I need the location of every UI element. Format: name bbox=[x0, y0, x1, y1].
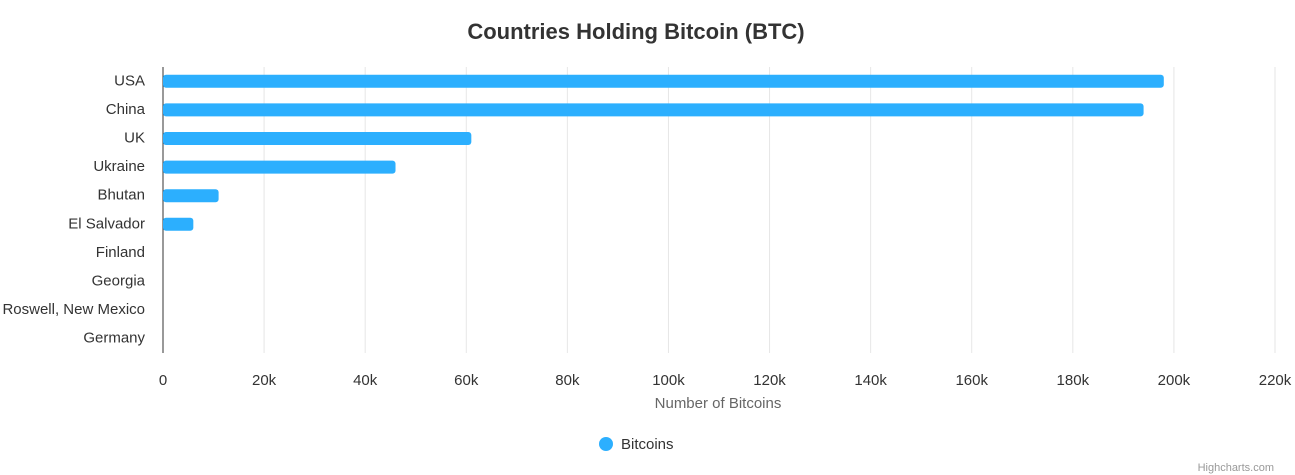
y-tick-label: Bhutan bbox=[97, 187, 145, 204]
credits: Highcharts.com bbox=[1198, 462, 1274, 474]
y-tick-label: UK bbox=[124, 129, 145, 146]
y-tick-label: El Salvador bbox=[68, 215, 145, 232]
y-tick-label: Finland bbox=[96, 244, 145, 261]
bar bbox=[163, 217, 194, 231]
legend-label[interactable]: Bitcoins bbox=[621, 436, 674, 453]
x-tick-label: 80k bbox=[555, 372, 580, 389]
y-tick-label: China bbox=[106, 101, 146, 118]
legend-marker bbox=[599, 437, 613, 451]
x-axis-title: Number of Bitcoins bbox=[655, 395, 782, 412]
bar bbox=[163, 103, 1144, 117]
x-tick-label: 180k bbox=[1057, 372, 1090, 389]
x-tick-label: 0 bbox=[159, 372, 167, 389]
x-tick-label: 100k bbox=[652, 372, 685, 389]
x-tick-label: 40k bbox=[353, 372, 378, 389]
bar bbox=[163, 189, 219, 203]
x-tick-label: 220k bbox=[1259, 372, 1292, 389]
chart-title: Countries Holding Bitcoin (BTC) bbox=[467, 19, 804, 44]
y-tick-label: Ukraine bbox=[93, 158, 145, 175]
x-tick-label: 20k bbox=[252, 372, 277, 389]
x-tick-label: 160k bbox=[955, 372, 988, 389]
x-tick-label: 120k bbox=[753, 372, 786, 389]
y-tick-label: Roswell, New Mexico bbox=[2, 301, 145, 318]
bar bbox=[163, 132, 472, 145]
bar bbox=[163, 160, 396, 174]
y-tick-label: USA bbox=[114, 72, 145, 89]
x-tick-label: 140k bbox=[854, 372, 887, 389]
x-tick-label: 60k bbox=[454, 372, 479, 389]
y-tick-label: Georgia bbox=[92, 272, 146, 289]
y-tick-label: Germany bbox=[83, 330, 145, 347]
x-tick-label: 200k bbox=[1158, 372, 1191, 389]
bar bbox=[163, 74, 1164, 88]
